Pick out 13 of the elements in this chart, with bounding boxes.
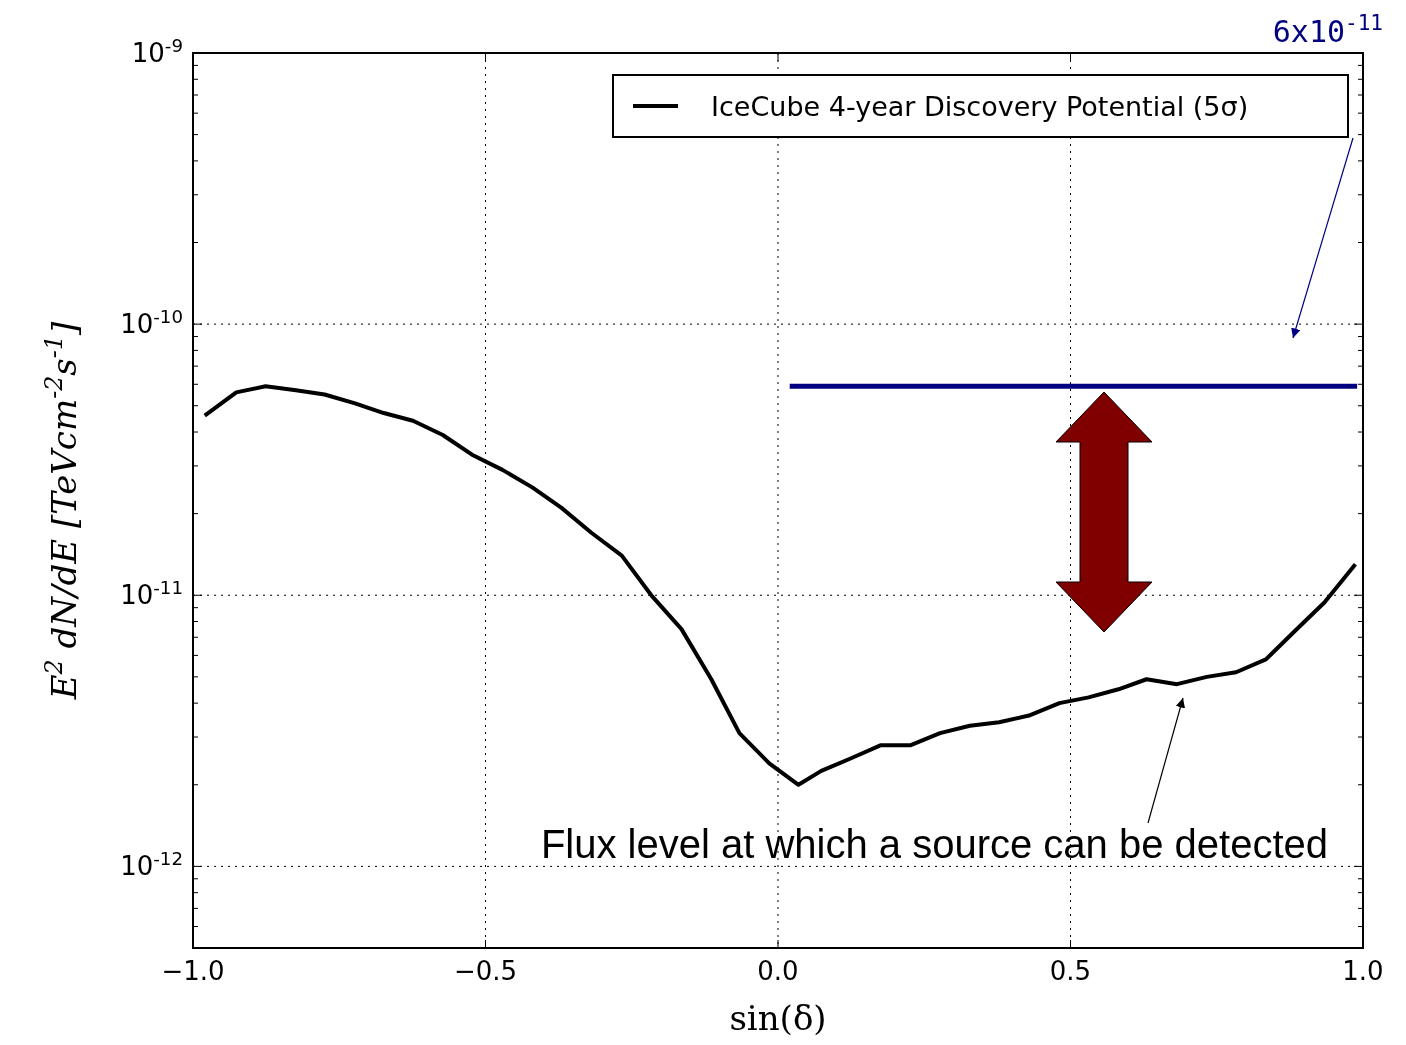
- y-tick-label: 10$^{-11}$: [120, 576, 183, 611]
- y-tick-label: 10$^{-9}$: [131, 34, 183, 68]
- annotation: Flux level at which a source can be detected: [540, 822, 1328, 866]
- x-axis-title: sin(δ): [729, 998, 827, 1038]
- x-tick-label: 0.0: [757, 956, 799, 986]
- x-tick-label: −0.5: [453, 956, 518, 986]
- x-tick-label: 0.5: [1049, 956, 1092, 986]
- y-tick-label: 10$^{-12}$: [120, 847, 183, 882]
- x-tick-label: −1.0: [161, 956, 225, 986]
- x-tick-label: 1.0: [1342, 956, 1384, 986]
- text: 6x10$^{-11}$: [1272, 11, 1383, 49]
- legend-label: IceCube 4-year Discovery Potential (5σ): [711, 91, 1249, 122]
- y-tick-label: 10$^{-10}$: [120, 305, 183, 340]
